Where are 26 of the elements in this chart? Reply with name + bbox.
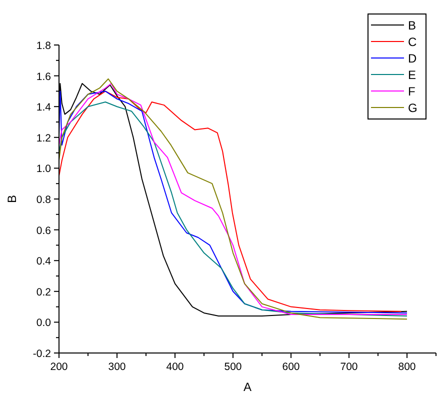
legend-label: C — [408, 35, 417, 49]
legend-label: F — [408, 84, 416, 98]
x-tick-label: 700 — [340, 361, 358, 373]
x-tick-label: 400 — [166, 361, 184, 373]
y-tick-label: 1.4 — [36, 102, 52, 114]
y-tick-label: 0.2 — [36, 286, 52, 298]
y-tick-label: 1.6 — [36, 70, 52, 83]
x-tick-label: 200 — [50, 361, 68, 373]
x-tick-label: 600 — [282, 361, 300, 373]
y-tick-label: 1.8 — [36, 40, 52, 52]
x-tick-label: 800 — [398, 361, 416, 373]
legend-label: G — [408, 101, 418, 115]
legend-label: E — [408, 68, 416, 82]
y-tick-label: 1.2 — [36, 132, 52, 144]
legend-label: B — [408, 18, 416, 32]
y-tick-label: -0.2 — [32, 348, 52, 360]
y-tick-label: 0.6 — [36, 224, 52, 237]
y-tick-label: 0.4 — [36, 256, 52, 268]
x-axis-title: A — [243, 380, 252, 394]
x-tick-label: 300 — [108, 361, 126, 373]
y-tick-label: 0.0 — [36, 317, 52, 330]
y-tick-label: 0.8 — [36, 194, 52, 206]
y-axis-title: B — [5, 194, 19, 204]
x-tick-label: 500 — [224, 361, 242, 373]
y-tick-label: 1.0 — [36, 163, 52, 176]
legend-label: D — [408, 52, 417, 66]
